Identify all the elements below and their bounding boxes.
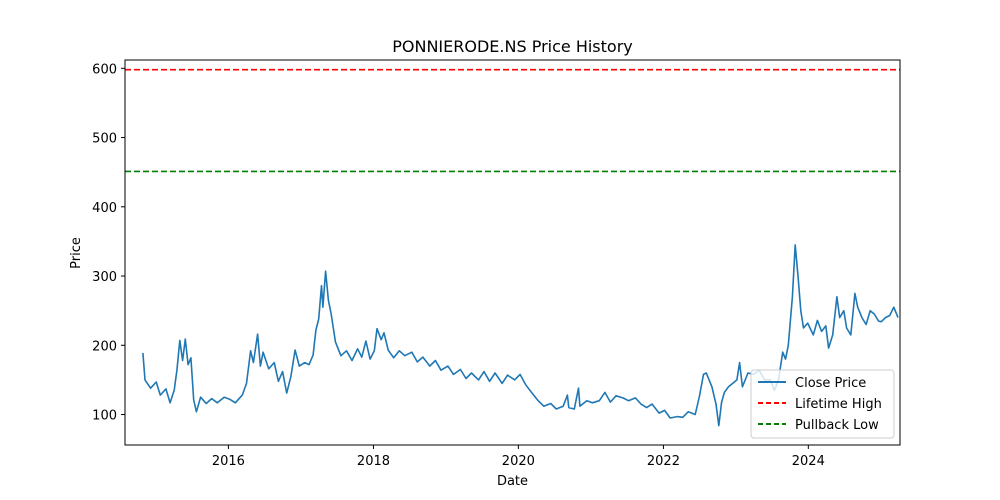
legend-entry-pullback-low: Pullback Low xyxy=(758,418,879,433)
x-tick-label: 2020 xyxy=(502,454,535,469)
x-tick-label: 2022 xyxy=(647,454,680,469)
x-axis: 2016 2018 2020 2022 2024 xyxy=(212,445,825,469)
y-tick-label: 100 xyxy=(92,409,117,424)
chart-title: PONNIERODE.NS Price History xyxy=(392,37,632,56)
y-tick-label: 200 xyxy=(92,339,117,354)
plot-frame xyxy=(124,59,901,446)
y-tick-label: 600 xyxy=(92,62,117,77)
x-tick-label: 2024 xyxy=(792,454,825,469)
legend-label-close-price: Close Price xyxy=(795,376,866,391)
x-tick-label: 2016 xyxy=(212,454,245,469)
y-axis: 100 200 300 400 500 600 xyxy=(92,62,125,424)
y-tick-label: 500 xyxy=(92,132,117,147)
y-tick-label: 300 xyxy=(92,270,117,285)
x-axis-label: Date xyxy=(497,474,528,489)
legend-label-pullback-low: Pullback Low xyxy=(795,418,879,433)
y-axis-label: Price xyxy=(69,237,84,269)
chart-legend: Close Price Lifetime High Pullback Low xyxy=(750,369,895,439)
y-tick-label: 400 xyxy=(92,201,117,216)
plot-area xyxy=(125,68,900,427)
x-tick-label: 2018 xyxy=(357,454,390,469)
legend-entry-close-price: Close Price xyxy=(758,376,866,391)
legend-box xyxy=(750,369,895,439)
series-close-price-line xyxy=(142,244,899,427)
legend-entry-lifetime-high: Lifetime High xyxy=(758,397,882,412)
legend-label-lifetime-high: Lifetime High xyxy=(795,397,882,412)
